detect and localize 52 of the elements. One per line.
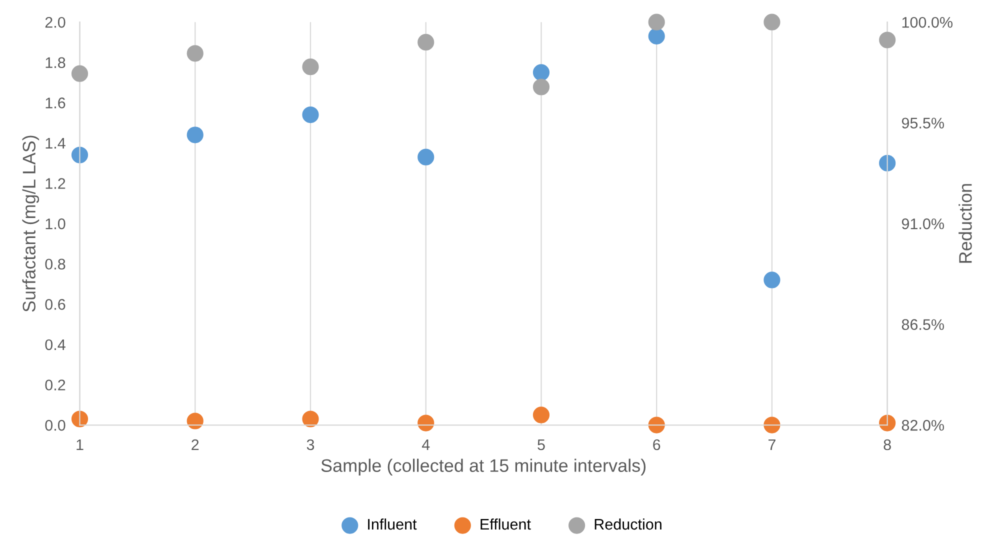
y-tick-label: 0.2 <box>45 380 66 390</box>
y2-tick-label: 95.5% <box>902 118 944 129</box>
point <box>302 58 319 76</box>
point <box>418 414 434 432</box>
y2-tick-label: 86.5% <box>902 319 944 330</box>
y-tick-label: 0.0 <box>45 420 66 431</box>
y-tick-label: 1.2 <box>46 178 66 189</box>
y-tick-label: 1.6 <box>46 98 66 108</box>
legend-label: Reduction <box>594 518 662 530</box>
point <box>879 414 896 432</box>
point <box>879 32 896 48</box>
y2-tick-label: 82.0% <box>902 420 944 431</box>
point <box>302 106 319 124</box>
point <box>532 406 550 424</box>
point <box>71 65 88 82</box>
point <box>532 78 550 96</box>
point <box>764 272 780 288</box>
x-tick-label: 8 <box>884 439 891 450</box>
point <box>648 28 665 44</box>
point <box>764 416 780 434</box>
point <box>764 14 780 30</box>
y2-tick-label: 100.0% <box>902 16 952 28</box>
y2-tick-label: 91.0% <box>902 218 944 230</box>
point <box>648 14 665 30</box>
x-tick-label: 5 <box>538 439 545 450</box>
x-tick-label: 2 <box>192 439 199 450</box>
y-tick-label: 1.8 <box>46 57 66 68</box>
x-tick-label: 4 <box>422 439 430 450</box>
y-tick-label: 0.6 <box>45 299 66 310</box>
y-tick-label: 2.0 <box>45 16 66 28</box>
y2-axis-title: Reduction <box>958 184 972 263</box>
y-tick-label: 1.0 <box>46 218 66 230</box>
x-tick-label: 1 <box>76 439 84 450</box>
legend-label: Effluent <box>480 518 531 530</box>
y-tick-label: 0.4 <box>45 339 66 350</box>
point <box>186 412 204 430</box>
y-tick-label: 0.8 <box>45 258 66 270</box>
point <box>648 416 665 434</box>
y-axis-title: Surfactant (mg/L LAS) <box>22 136 40 312</box>
x-tick-label: 6 <box>653 439 660 450</box>
point <box>186 45 204 62</box>
point <box>302 410 319 428</box>
point <box>418 34 434 51</box>
x-tick-label: 7 <box>768 439 776 450</box>
point <box>418 148 434 166</box>
point <box>532 64 550 81</box>
legend-label: Influent <box>368 518 417 530</box>
x-tick-label: 3 <box>306 439 314 450</box>
x-axis-title: Sample (collected at 15 minute intervals) <box>321 458 646 476</box>
point <box>186 126 204 144</box>
y-tick-label: 1.4 <box>46 138 66 149</box>
point <box>879 154 896 172</box>
